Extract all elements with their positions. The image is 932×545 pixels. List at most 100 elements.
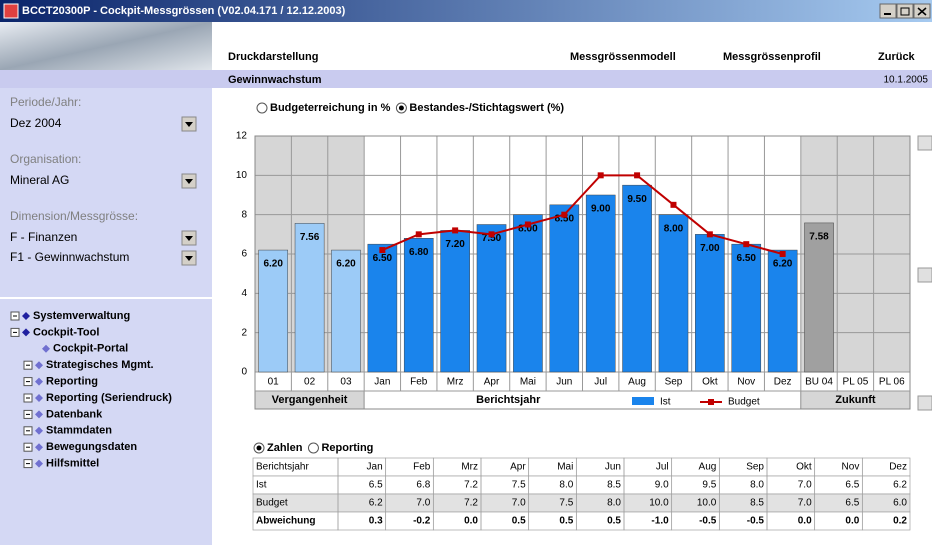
- table-cell-text: 0.0: [798, 516, 812, 527]
- scroll-button[interactable]: [918, 136, 932, 150]
- table-cell-text: 0.2: [893, 516, 907, 527]
- header-title: Gewinnwachstum: [228, 74, 322, 86]
- bar: [513, 215, 542, 372]
- table-cell-text: -1.0: [651, 516, 669, 527]
- table-cell-text: Okt: [796, 462, 812, 473]
- table-cell-text: 0.5: [559, 516, 573, 527]
- select-value[interactable]: F1 - Gewinnwachstum: [10, 250, 129, 264]
- x-tick-label: Sep: [665, 377, 683, 388]
- select-value[interactable]: F - Finanzen: [10, 230, 77, 244]
- line-marker: [489, 231, 495, 237]
- table-cell-text: 7.5: [512, 480, 526, 491]
- line-marker: [707, 231, 713, 237]
- table-cell-text: Mrz: [461, 462, 478, 473]
- nav-link[interactable]: Zurück: [878, 51, 916, 63]
- table-cell-text: 9.5: [702, 480, 716, 491]
- x-tick-label: BU 04: [805, 377, 833, 388]
- table-cell-text: 7.0: [416, 498, 430, 509]
- line-marker: [634, 172, 640, 178]
- table-cell-text: 0.0: [845, 516, 859, 527]
- table-cell-text: 8.5: [750, 498, 764, 509]
- table-cell-text: 6.2: [369, 498, 383, 509]
- x-tick-label: 03: [340, 377, 352, 388]
- tree-item[interactable]: Datenbank: [46, 408, 103, 420]
- value-label: 8.00: [664, 223, 684, 234]
- x-tick-label: Okt: [702, 377, 718, 388]
- bar: [550, 205, 579, 372]
- table-cell-text: -0.2: [413, 516, 431, 527]
- table-cell-text: 6.5: [845, 480, 859, 491]
- table-cell-text: 0.5: [512, 516, 526, 527]
- window-title: BCCT20300P - Cockpit-Messgrössen (V02.04…: [22, 5, 346, 17]
- line-marker: [670, 202, 676, 208]
- table-cell-text: 6.8: [416, 480, 430, 491]
- tree-item[interactable]: Hilfsmittel: [46, 458, 99, 470]
- select-value[interactable]: Dez 2004: [10, 116, 62, 130]
- table-cell-text: 6.2: [893, 480, 907, 491]
- y-tick-label: 6: [241, 249, 247, 260]
- table-cell-text: Jun: [605, 462, 621, 473]
- table-cell-text: Jul: [656, 462, 669, 473]
- line-marker: [598, 172, 604, 178]
- value-label: 7.58: [809, 232, 829, 243]
- radio-label[interactable]: Zahlen: [267, 442, 303, 454]
- table-cell-text: 7.0: [798, 480, 812, 491]
- table-cell-text: Feb: [413, 462, 431, 473]
- nav-link[interactable]: Messgrössenmodell: [570, 51, 676, 63]
- scroll-button[interactable]: [918, 396, 932, 410]
- bar: [441, 230, 470, 372]
- tree-item[interactable]: Systemverwaltung: [33, 310, 130, 322]
- bar: [404, 238, 433, 372]
- radio-label[interactable]: Budgeterreichung in %: [270, 102, 391, 114]
- tree-item[interactable]: Cockpit-Portal: [53, 343, 128, 355]
- table-cell-text: 6.0: [893, 498, 907, 509]
- tree-item[interactable]: Stammdaten: [46, 425, 112, 437]
- line-marker: [416, 231, 422, 237]
- tree-item[interactable]: Cockpit-Tool: [33, 326, 99, 338]
- group-label: Zukunft: [835, 394, 876, 406]
- y-tick-label: 8: [241, 209, 247, 220]
- table-cell-text: Budget: [256, 498, 288, 509]
- radio-label[interactable]: Reporting: [321, 442, 373, 454]
- filter-label: Periode/Jahr:: [10, 95, 81, 109]
- table-cell-text: Ist: [256, 480, 267, 491]
- tree-item[interactable]: Reporting (Seriendruck): [46, 392, 172, 404]
- table-cell-text: Jan: [367, 462, 383, 473]
- value-label: 6.20: [263, 259, 283, 270]
- nav-link[interactable]: Messgrössenprofil: [723, 51, 821, 63]
- tree-item[interactable]: Reporting: [46, 376, 98, 388]
- bar: [695, 234, 724, 372]
- table-cell-text: 6.5: [369, 480, 383, 491]
- logo: [0, 22, 212, 70]
- x-tick-label: Aug: [628, 377, 646, 388]
- table-cell-text: 10.0: [697, 498, 717, 509]
- tree-item[interactable]: Bewegungsdaten: [46, 441, 137, 453]
- nav-link[interactable]: Druckdarstellung: [228, 51, 318, 63]
- table-cell-text: 0.3: [369, 516, 383, 527]
- table-cell-text: Berichtsjahr: [256, 462, 309, 473]
- table-cell-text: Nov: [842, 462, 860, 473]
- y-tick-label: 2: [241, 327, 247, 338]
- window-buttons[interactable]: [880, 4, 930, 18]
- line-marker: [452, 227, 458, 233]
- x-tick-label: Mai: [520, 377, 536, 388]
- x-tick-label: Jan: [374, 377, 390, 388]
- value-label: 9.00: [591, 204, 611, 215]
- value-label: 9.50: [627, 194, 647, 205]
- header-bar: [0, 70, 932, 88]
- value-label: 6.50: [373, 253, 393, 264]
- table-cell-text: -0.5: [747, 516, 765, 527]
- table-cell-text: 6.5: [845, 498, 859, 509]
- radio[interactable]: [308, 443, 318, 453]
- x-tick-label: PL 06: [879, 377, 905, 388]
- radio[interactable]: [257, 103, 267, 113]
- table-cell-text: 0.5: [607, 516, 621, 527]
- tree-item[interactable]: Strategisches Mgmt.: [46, 359, 154, 371]
- line-marker: [780, 251, 786, 257]
- table-cell-text: 7.0: [798, 498, 812, 509]
- legend-label: Ist: [660, 397, 671, 408]
- radio-label[interactable]: Bestandes-/Stichtagswert (%): [409, 102, 564, 114]
- scroll-button[interactable]: [918, 268, 932, 282]
- table-cell-text: 10.0: [649, 498, 669, 509]
- select-value[interactable]: Mineral AG: [10, 173, 69, 187]
